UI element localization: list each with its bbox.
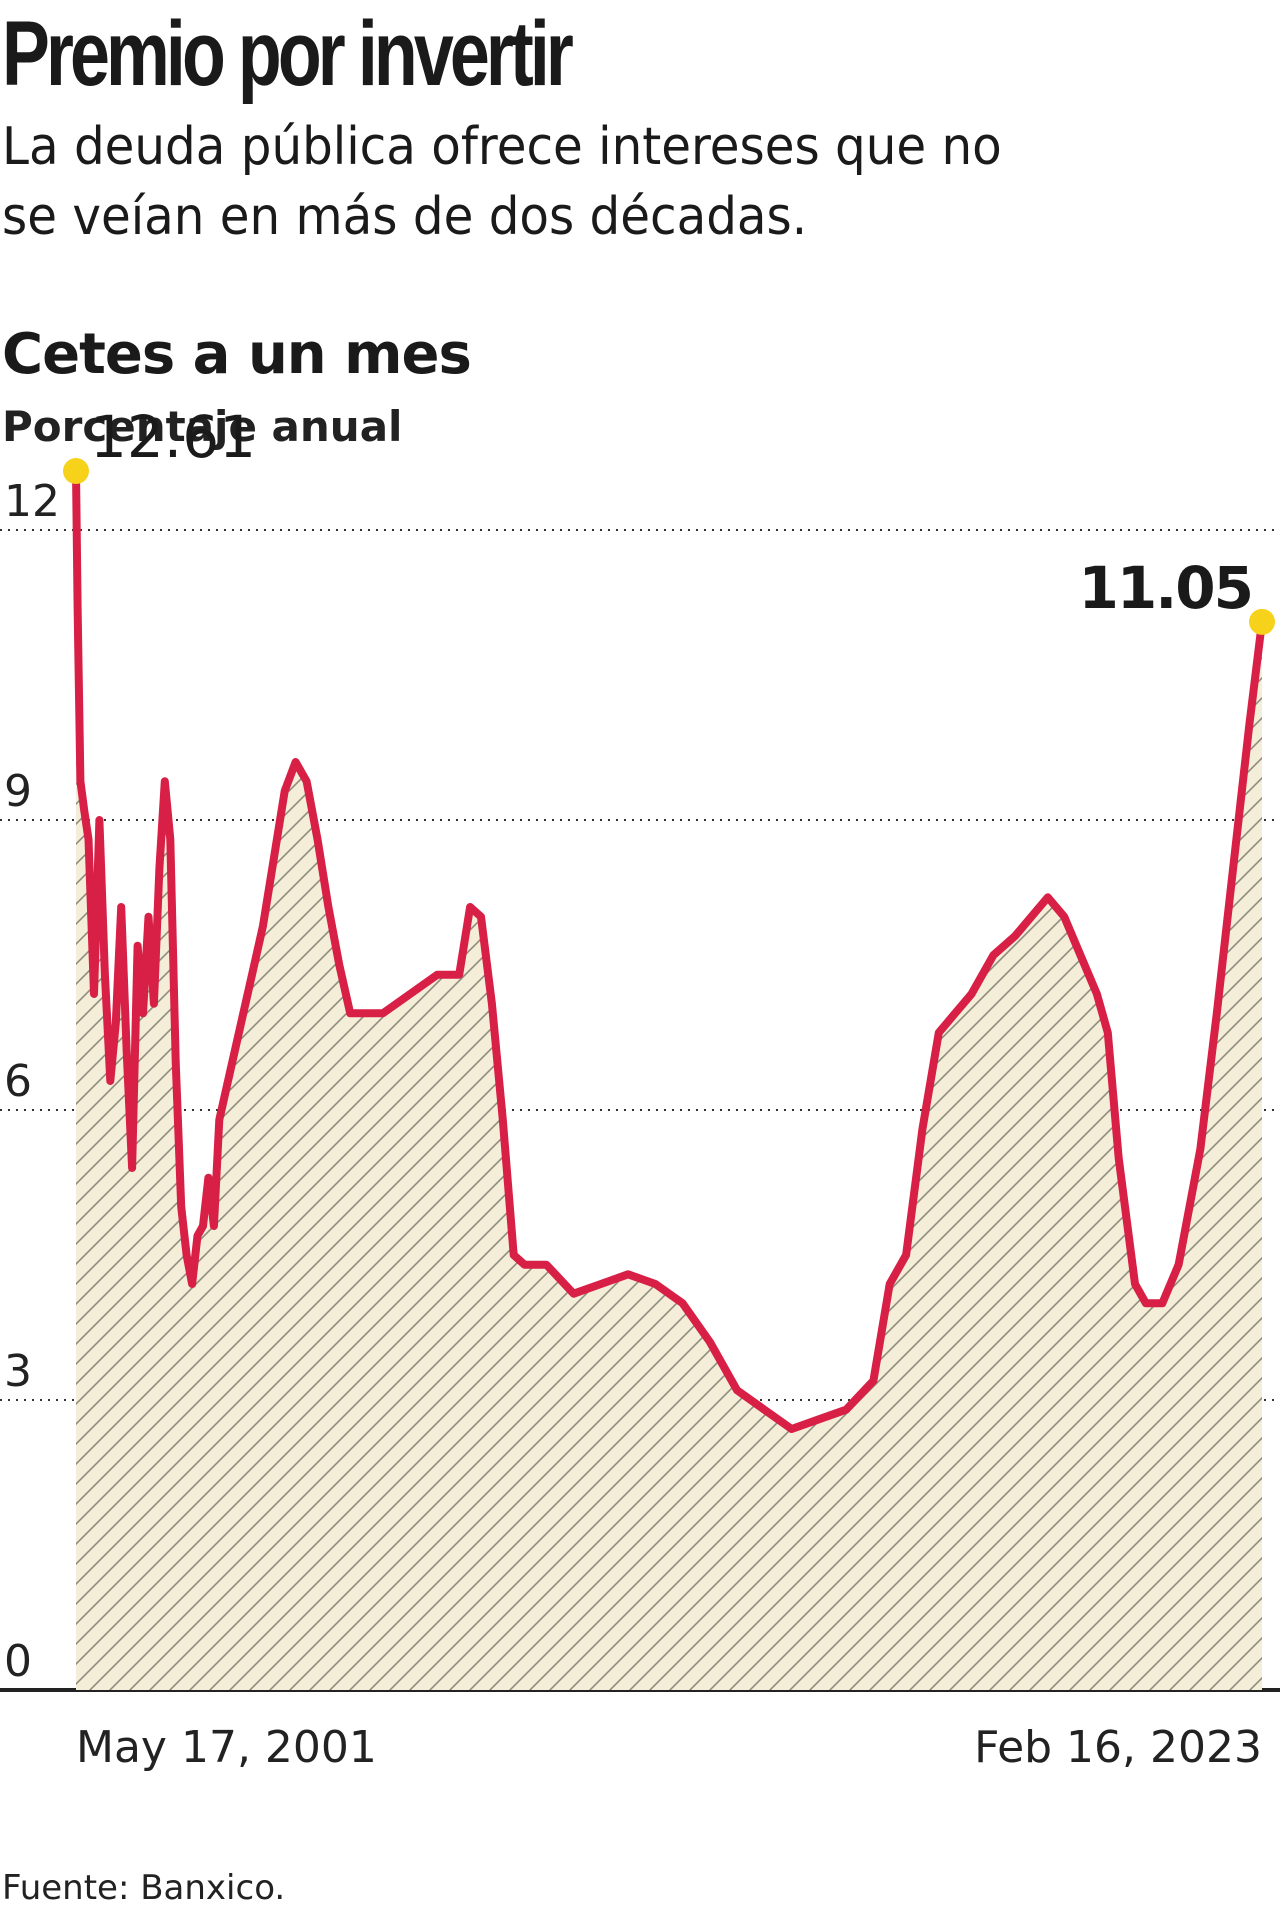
area-fill bbox=[76, 471, 1262, 1690]
y-tick-label: 9 bbox=[4, 766, 32, 817]
highlight-point bbox=[63, 458, 89, 485]
annotation-label: 12.61 bbox=[90, 403, 256, 471]
annotations: 12.61 11.05 bbox=[63, 403, 1275, 635]
area-hatch bbox=[76, 471, 1262, 1690]
x-axis-ticks: May 17, 2001 Feb 16, 2023 bbox=[76, 1722, 1262, 1773]
y-axis-ticks: 0 3 6 9 12 bbox=[4, 476, 60, 1687]
annotation-label: 11.05 bbox=[1079, 554, 1252, 622]
series-line bbox=[72, 467, 1266, 1433]
source-note: Fuente: Banxico. bbox=[2, 1868, 286, 1908]
y-tick-label: 3 bbox=[4, 1346, 32, 1397]
cetes-line bbox=[72, 467, 1266, 1433]
chart-subtitle: Porcentaje anual bbox=[2, 402, 403, 451]
y-tick-label: 12 bbox=[4, 476, 60, 527]
x-tick-label-end: Feb 16, 2023 bbox=[974, 1722, 1262, 1773]
highlight-point bbox=[1249, 608, 1275, 635]
headline: Premio por invertir bbox=[2, 3, 574, 105]
x-tick-label-start: May 17, 2001 bbox=[76, 1722, 377, 1773]
y-tick-label: 6 bbox=[4, 1056, 32, 1107]
y-tick-label: 0 bbox=[4, 1636, 32, 1687]
chart-title: Cetes a un mes bbox=[2, 322, 472, 387]
headline-subtitle: La deuda pública ofrece intereses que no… bbox=[2, 117, 1002, 247]
